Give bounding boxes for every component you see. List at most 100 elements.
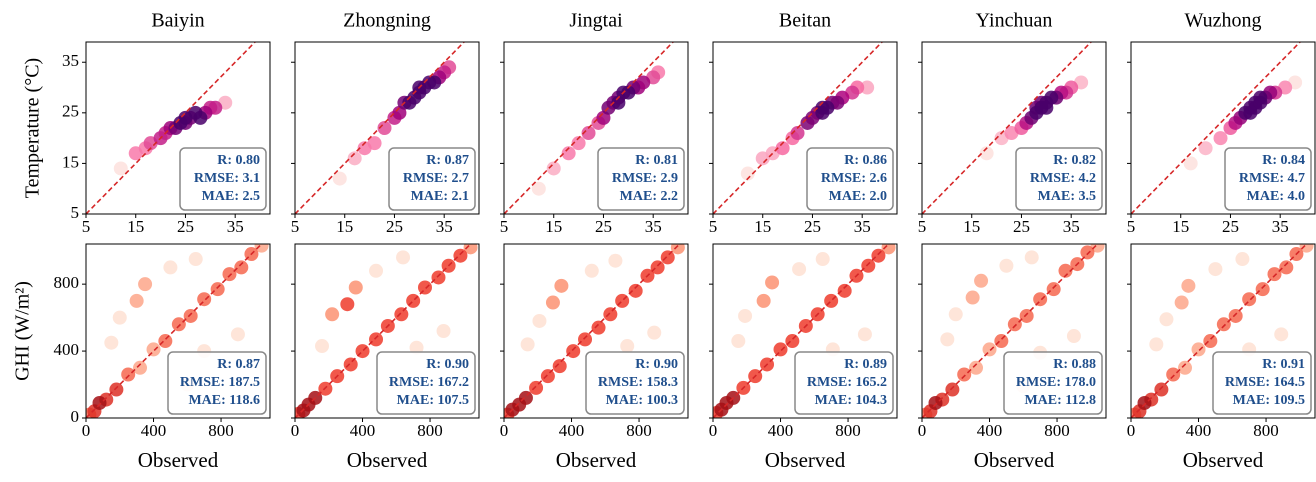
point [731,334,746,349]
point [979,146,994,161]
point [332,171,347,186]
point [431,270,446,285]
stats-text: MAE: 2.2 [620,189,678,204]
point [163,260,178,275]
x-tick-label: 5 [82,217,91,236]
y-tick-label: 35 [62,51,79,70]
point [871,248,886,263]
point [546,161,561,176]
point [965,290,980,305]
stats-text: RMSE: 2.7 [403,171,469,186]
stats-text: RMSE: 3.1 [194,171,260,186]
stats-box [1015,147,1103,211]
x-tick-label: 15 [336,217,353,236]
point [222,267,237,282]
y-tick-label: 25 [62,102,79,121]
point [158,334,173,349]
x-tick-label: 800 [835,421,861,440]
x-axis-label: Observed [765,448,846,472]
y-tick-label: 0 [71,407,80,426]
point [554,278,569,293]
point [621,85,636,100]
point [1267,267,1282,282]
axes-frame [85,41,271,215]
point [210,282,225,297]
point [792,262,807,277]
x-tick-label: 25 [386,217,403,236]
x-tick-label: 25 [1222,217,1239,236]
point [837,283,852,298]
x-tick-label: 35 [854,217,871,236]
point [1191,342,1206,357]
stats-text: MAE: 100.3 [606,393,678,408]
point [1181,278,1196,293]
x-tick-label: 25 [595,217,612,236]
stats-text: R: 0.87 [426,153,469,168]
axes-frame [294,41,480,215]
stats-text: MAE: 112.8 [1024,393,1096,408]
point [230,327,245,342]
point [1208,262,1223,277]
point [1178,360,1193,375]
point [581,126,596,141]
point [928,395,943,410]
point [1058,263,1073,278]
point [367,136,382,151]
point [650,260,665,275]
point [552,359,567,374]
point [615,293,630,308]
axes-frame [712,41,898,215]
point [857,327,872,342]
x-tick-label: 15 [127,217,144,236]
point [531,181,546,196]
panel-title: Jingtai [569,10,623,32]
point [1154,382,1169,397]
point [1007,317,1022,332]
stats-box [1212,351,1312,415]
y-tick-label: 15 [62,152,79,171]
x-tick-label: 25 [804,217,821,236]
point [603,307,618,322]
stats-text: R: 0.84 [1262,153,1305,168]
stats-text: MAE: 3.5 [1038,189,1096,204]
stats-box [794,351,894,415]
x-tick-label: 400 [141,421,167,440]
point [1274,327,1289,342]
reference-line [922,42,1092,214]
point [529,380,544,395]
axes-frame [85,243,271,419]
point [820,100,835,115]
point [1253,90,1268,105]
point [1299,244,1314,253]
reference-line [504,244,681,418]
point [1080,245,1095,260]
point [406,293,421,308]
point [1046,282,1061,297]
stats-text: MAE: 104.3 [815,393,887,408]
x-axis-label: Observed [138,448,219,472]
stats-text: R: 0.80 [217,153,260,168]
point [1279,260,1294,275]
stats-text: RMSE: 165.2 [807,375,887,390]
point [197,292,212,307]
point [436,324,451,338]
point [112,310,127,325]
stats-text: R: 0.86 [844,153,887,168]
panel-title: Wuzhong [1185,10,1262,32]
stats-text: RMSE: 187.5 [180,375,260,390]
stats-text: RMSE: 164.5 [1225,375,1305,390]
x-tick-label: 5 [709,217,718,236]
point [540,369,555,384]
point [647,325,662,340]
axes-frame [294,243,480,419]
stats-text: R: 0.88 [1053,357,1096,372]
point [1213,131,1228,146]
stats-text: RMSE: 2.9 [612,171,678,186]
point [343,357,358,372]
stats-text: MAE: 118.6 [188,393,260,408]
stats-box [167,351,267,415]
stats-text: MAE: 2.0 [829,189,887,204]
point [775,141,790,156]
point [1166,367,1181,382]
reference-line [295,244,472,418]
